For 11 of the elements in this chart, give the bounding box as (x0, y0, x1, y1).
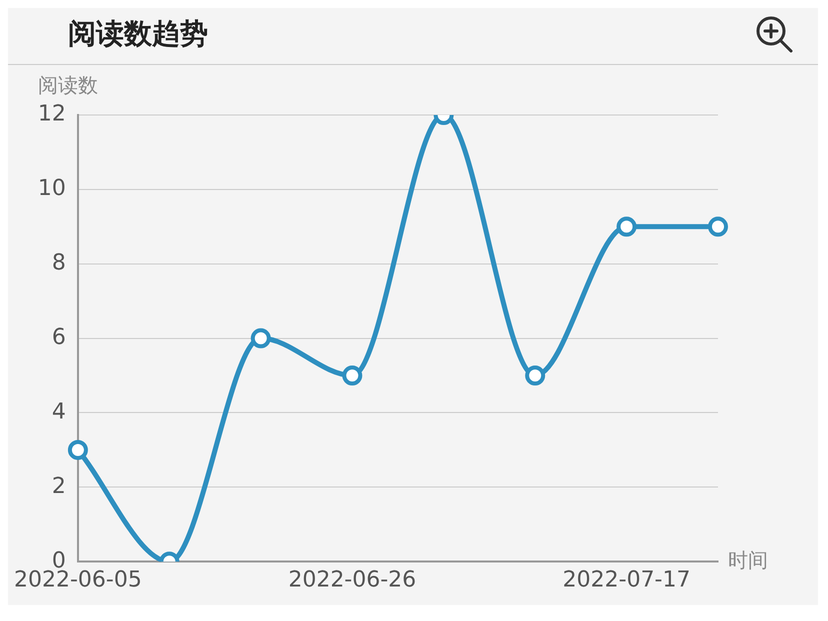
x-axis-title: 时间 (728, 548, 768, 572)
y-tick-label: 6 (52, 325, 66, 350)
x-tick-label: 2022-06-26 (288, 568, 416, 593)
y-axis-title: 阅读数 (38, 73, 98, 98)
y-tick-label: 2 (52, 474, 66, 499)
chart-title: 阅读数趋势 (68, 16, 208, 52)
y-tick-label: 10 (38, 176, 66, 202)
y-tick-label: 8 (52, 250, 66, 276)
x-tick-label: 2022-07-17 (562, 568, 690, 593)
y-tick-label: 12 (38, 102, 66, 127)
y-tick-label: 4 (52, 399, 66, 424)
